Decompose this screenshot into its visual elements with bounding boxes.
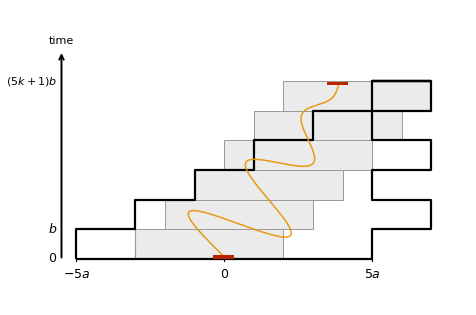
Text: $0$: $0$ [48,252,57,265]
Bar [253,111,401,140]
Text: $-5a$: $-5a$ [62,268,89,281]
Bar [224,140,371,170]
Text: time: time [49,36,74,46]
Text: $0$: $0$ [219,268,228,281]
Text: $(5k+1)b$: $(5k+1)b$ [6,75,57,88]
Bar [283,81,430,111]
Bar [212,255,234,259]
Bar [165,200,312,229]
Bar [194,170,342,200]
Text: $b$: $b$ [48,222,57,236]
Bar [326,82,347,85]
Text: $5a$: $5a$ [363,268,380,281]
Bar [135,229,283,259]
